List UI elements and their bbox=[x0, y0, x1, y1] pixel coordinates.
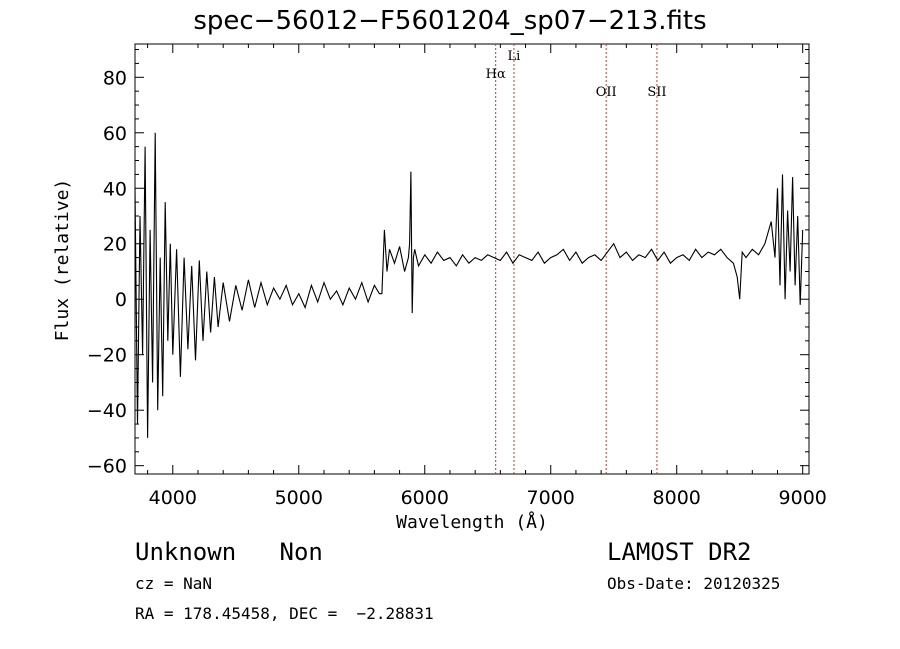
y-tick-label: 80 bbox=[103, 67, 127, 89]
chart-title: spec−56012−F5601204_sp07−213.fits bbox=[193, 6, 707, 36]
annotation-label: Li bbox=[508, 49, 521, 64]
x-tick-label: 5000 bbox=[275, 487, 323, 509]
tick-layer: 4000 5000 6000 7000 8000 9000 −60 −40 −20 0 20 40 60… bbox=[87, 44, 827, 509]
x-tick-label: 7000 bbox=[527, 487, 575, 509]
redshift-text: cz = NaN bbox=[135, 574, 213, 593]
annotation-label: OII bbox=[596, 85, 617, 100]
annotation-label: SII bbox=[647, 85, 666, 100]
x-tick-label: 4000 bbox=[149, 487, 197, 509]
y-tick-label: −20 bbox=[87, 345, 127, 367]
coordinates-text: RA = 178.45458, DEC = −2.28831 bbox=[135, 604, 434, 623]
annotation-label: Hα bbox=[486, 67, 506, 82]
plot-frame bbox=[134, 43, 810, 475]
series-layer bbox=[134, 132, 804, 438]
y-tick-label: 40 bbox=[103, 178, 127, 200]
obs-date-text: Obs-Date: 20120325 bbox=[607, 574, 781, 593]
object-class-text: Unknown Non bbox=[135, 538, 323, 566]
spectrum-line bbox=[134, 132, 804, 438]
x-axis-label: Wavelength (Å) bbox=[396, 511, 548, 533]
y-tick-label: −60 bbox=[87, 456, 127, 478]
y-tick-label: −40 bbox=[87, 400, 127, 422]
survey-text: LAMOST DR2 bbox=[607, 538, 752, 566]
x-tick-label: 9000 bbox=[779, 487, 827, 509]
x-tick-label: 6000 bbox=[401, 487, 449, 509]
y-axis-label: Flux (relative) bbox=[52, 179, 73, 342]
x-tick-label: 8000 bbox=[653, 487, 701, 509]
y-tick-label: 0 bbox=[115, 289, 127, 311]
y-tick-label: 20 bbox=[103, 234, 127, 256]
y-tick-label: 60 bbox=[103, 123, 127, 145]
